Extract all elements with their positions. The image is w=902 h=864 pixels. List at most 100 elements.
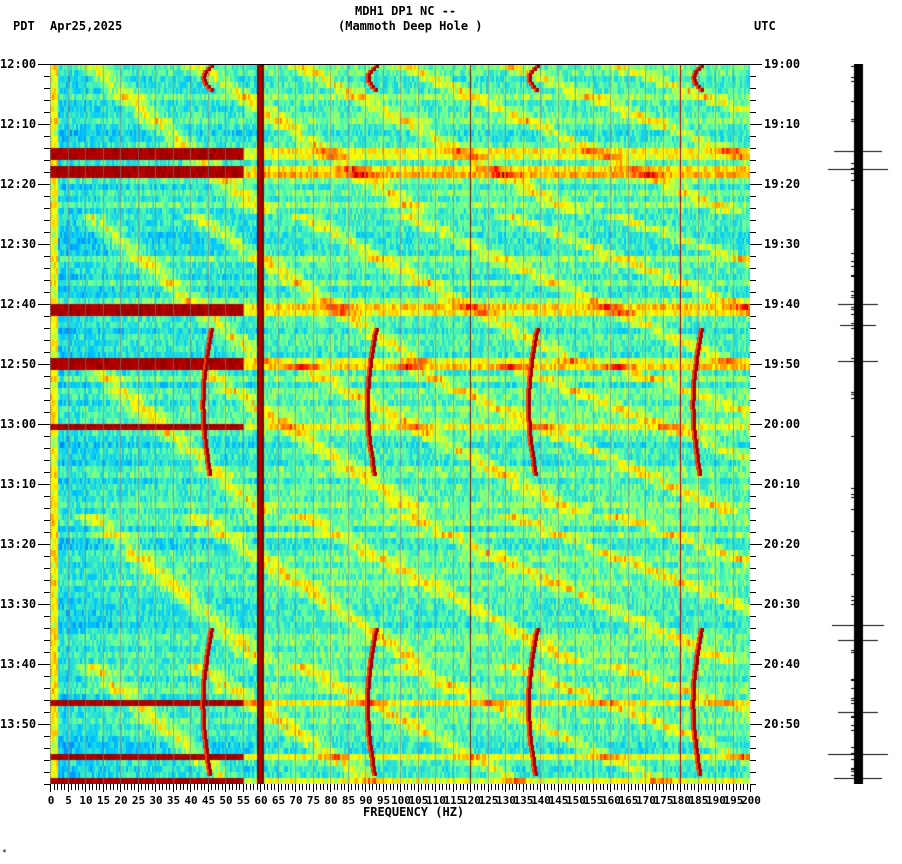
x-tick [278,784,279,792]
x-tick [502,784,503,790]
x-tick [61,784,62,790]
x-tick [236,784,237,790]
x-tick [411,784,412,790]
x-tick [299,784,300,790]
x-tick [267,784,268,790]
x-tick [435,784,436,792]
x-tick [554,784,555,790]
x-tick-label: 40 [184,794,198,807]
y-tick-right [750,124,762,125]
x-tick [295,784,296,792]
x-tick [645,784,646,792]
x-tick [530,784,531,790]
x-tick [649,784,650,790]
y-tick-right [750,748,756,749]
y-tick-left [38,184,50,185]
y-tick-label-right: 20:10 [764,477,801,491]
y-tick-left [44,436,50,437]
y-tick-left [38,364,50,365]
x-tick [425,784,426,790]
x-tick [99,784,100,790]
y-tick-right [750,760,756,761]
station-line-title: MDH1 DP1 NC -- [355,4,457,18]
x-tick [117,784,118,790]
y-tick-label-left: 13:30 [0,597,37,611]
x-tick [253,784,254,790]
x-tick [551,784,552,790]
x-tick-label: 110 [426,794,446,807]
y-tick-left [44,676,50,677]
x-tick [621,784,622,790]
x-tick [215,784,216,790]
x-tick [743,784,744,790]
x-tick [533,784,534,790]
y-tick-label-left: 12:30 [0,237,37,251]
x-tick-label: 145 [548,794,569,807]
x-tick [684,784,685,790]
x-tick [628,784,629,792]
x-tick [124,784,125,790]
x-tick [610,784,611,792]
x-tick [726,784,727,790]
y-tick-right [750,412,756,413]
x-tick [201,784,202,790]
timezone-left-label: PDT [13,19,35,33]
y-tick-label-right: 20:20 [764,537,801,551]
x-tick [561,784,562,790]
x-tick [106,784,107,790]
y-tick-left [44,268,50,269]
x-tick [491,784,492,790]
x-tick [579,784,580,790]
y-tick-left [44,460,50,461]
y-tick-right [750,352,756,353]
y-tick-left [44,472,50,473]
y-tick-left [44,100,50,101]
x-tick [222,784,223,790]
x-tick [320,784,321,790]
x-tick [708,784,709,790]
y-tick-right [750,328,756,329]
x-tick [656,784,657,790]
y-tick-right [750,664,762,665]
y-tick-left [44,592,50,593]
x-tick-label: 155 [583,794,604,807]
x-tick [246,784,247,790]
y-tick-left [38,484,50,485]
y-tick-left [44,520,50,521]
x-tick-label: 170 [636,794,656,807]
y-tick-label-right: 19:40 [764,297,801,311]
y-tick-left [44,292,50,293]
x-tick [176,784,177,790]
x-tick [603,784,604,790]
y-tick-right [750,172,756,173]
x-tick-label: 135 [513,794,534,807]
y-tick-right [750,136,756,137]
x-tick [358,784,359,790]
x-tick-label: 55 [236,794,251,807]
y-tick-right [750,676,756,677]
x-tick-label: 140 [531,794,551,807]
y-tick-left [44,568,50,569]
x-tick [414,784,415,790]
x-tick [477,784,478,790]
seismogram-trace [800,64,902,784]
x-tick [155,784,156,792]
x-tick [309,784,310,790]
x-tick [351,784,352,790]
x-tick [694,784,695,790]
y-tick-right [750,472,756,473]
x-tick-label: 80 [324,794,338,807]
x-tick [747,784,748,790]
x-tick [705,784,706,790]
y-tick-left [44,772,50,773]
y-tick-left [38,64,50,65]
x-tick-label: 70 [289,794,303,807]
x-tick [127,784,128,790]
x-tick [369,784,370,790]
x-tick [110,784,111,790]
x-tick [232,784,233,790]
y-tick-label-left: 12:50 [0,357,37,371]
y-tick-left [44,448,50,449]
y-tick-right [750,568,756,569]
x-tick [330,784,331,792]
